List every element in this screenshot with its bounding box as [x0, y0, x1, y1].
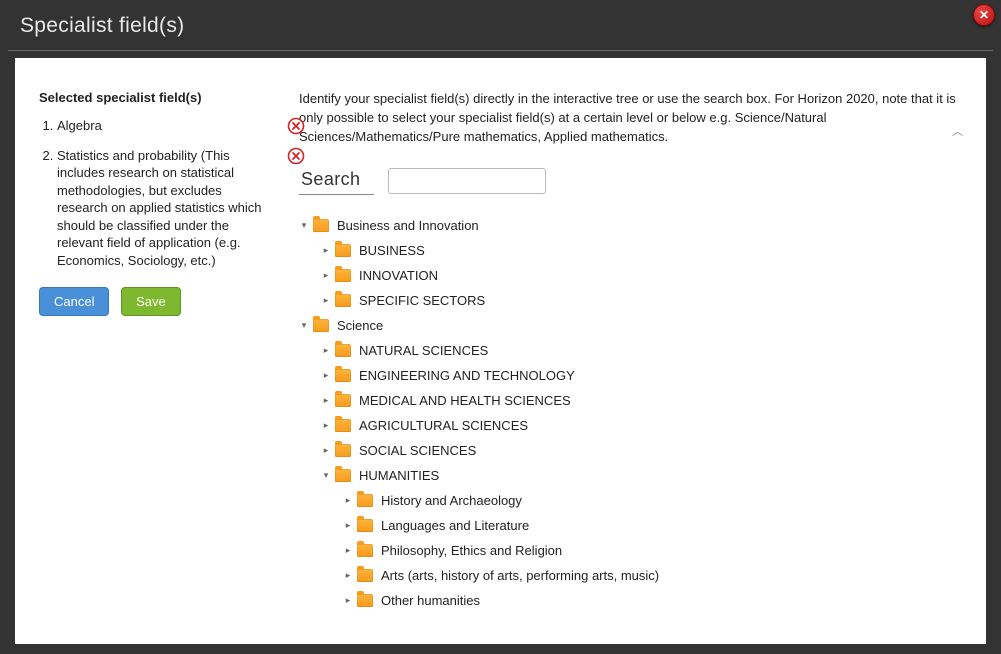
selected-item: Algebra	[57, 117, 299, 135]
expand-icon[interactable]: ▸	[321, 395, 331, 406]
tree-node-label[interactable]: INNOVATION	[359, 268, 438, 283]
expand-icon[interactable]: ▸	[321, 245, 331, 256]
tree-row: ▸ Arts (arts, history of arts, performing…	[299, 563, 962, 588]
remove-icon[interactable]	[287, 147, 305, 165]
expand-icon[interactable]: ▸	[321, 345, 331, 356]
tree-node-label[interactable]: SOCIAL SCIENCES	[359, 443, 476, 458]
folder-icon	[313, 219, 329, 232]
tree-row: ▸ History and Archaeology	[299, 488, 962, 513]
folder-icon	[357, 494, 373, 507]
tree-row: ▸ Languages and Literature	[299, 513, 962, 538]
collapse-icon[interactable]: ▾	[299, 220, 309, 231]
search-input[interactable]	[388, 168, 546, 194]
tree-node-label[interactable]: AGRICULTURAL SCIENCES	[359, 418, 528, 433]
folder-icon	[335, 344, 351, 357]
folder-icon	[357, 569, 373, 582]
expand-icon[interactable]: ▸	[343, 545, 353, 556]
content-pane: ︿ Selected specialist field(s) Algebra S…	[15, 58, 986, 644]
tree-node-label[interactable]: ENGINEERING AND TECHNOLOGY	[359, 368, 575, 383]
tree-node-label[interactable]: MEDICAL AND HEALTH SCIENCES	[359, 393, 571, 408]
expand-icon[interactable]: ▸	[321, 270, 331, 281]
tree-row: ▸ INNOVATION	[299, 263, 962, 288]
tree-row: ▸ MEDICAL AND HEALTH SCIENCES	[299, 388, 962, 413]
tree-row: ▸ BUSINESS	[299, 238, 962, 263]
expand-icon[interactable]: ▸	[343, 595, 353, 606]
tree-node-label[interactable]: HUMANITIES	[359, 468, 439, 483]
button-row: Cancel Save	[39, 287, 299, 316]
folder-icon	[335, 294, 351, 307]
folder-icon	[335, 369, 351, 382]
close-button[interactable]: ✕	[973, 4, 995, 26]
expand-icon[interactable]: ▸	[321, 445, 331, 456]
save-button[interactable]: Save	[121, 287, 181, 316]
tree-row: ▸ SOCIAL SCIENCES	[299, 438, 962, 463]
folder-icon	[335, 244, 351, 257]
scroll-indicator-icon[interactable]: ︿	[952, 123, 968, 135]
divider	[8, 50, 993, 51]
cancel-button[interactable]: Cancel	[39, 287, 109, 316]
tree-node-label[interactable]: Business and Innovation	[337, 218, 479, 233]
instructions-text: Identify your specialist field(s) direct…	[299, 90, 962, 147]
tree-node-label[interactable]: Arts (arts, history of arts, performing …	[381, 568, 659, 583]
expand-icon[interactable]: ▸	[321, 295, 331, 306]
expand-icon[interactable]: ▸	[321, 420, 331, 431]
selected-fields-panel: Selected specialist field(s) Algebra Sta…	[39, 90, 299, 613]
expand-icon[interactable]: ▸	[343, 570, 353, 581]
tree-node-label[interactable]: Other humanities	[381, 593, 480, 608]
tree-node-label[interactable]: Philosophy, Ethics and Religion	[381, 543, 562, 558]
selected-list: Algebra Statistics and probability (This…	[57, 117, 299, 269]
tree-node-label[interactable]: Science	[337, 318, 383, 333]
tree-row: ▸ AGRICULTURAL SCIENCES	[299, 413, 962, 438]
folder-icon	[335, 469, 351, 482]
collapse-icon[interactable]: ▾	[299, 320, 309, 331]
selected-item-label: Algebra	[57, 118, 102, 133]
folder-icon	[335, 269, 351, 282]
search-label: Search	[299, 167, 374, 195]
modal-frame: ✕ Specialist field(s) ︿ Selected special…	[0, 0, 1001, 654]
expand-icon[interactable]: ▸	[343, 495, 353, 506]
tree-row: ▸ ENGINEERING AND TECHNOLOGY	[299, 363, 962, 388]
selected-item-label: Statistics and probability (This include…	[57, 148, 262, 268]
tree-node-label[interactable]: Languages and Literature	[381, 518, 529, 533]
tree-node-label[interactable]: BUSINESS	[359, 243, 425, 258]
selected-heading: Selected specialist field(s)	[39, 90, 299, 105]
tree-row: ▾ Business and Innovation	[299, 213, 962, 238]
selected-item: Statistics and probability (This include…	[57, 147, 299, 270]
tree-node-label[interactable]: History and Archaeology	[381, 493, 522, 508]
tree-row: ▾ HUMANITIES	[299, 463, 962, 488]
search-row: Search	[299, 167, 962, 195]
expand-icon[interactable]: ▸	[343, 520, 353, 531]
tree-panel: Identify your specialist field(s) direct…	[299, 90, 962, 613]
tree-row: ▾ Science	[299, 313, 962, 338]
expand-icon[interactable]: ▸	[321, 370, 331, 381]
folder-icon	[357, 594, 373, 607]
folder-icon	[357, 544, 373, 557]
folder-icon	[313, 319, 329, 332]
collapse-icon[interactable]: ▾	[321, 470, 331, 481]
modal-title: Specialist field(s)	[0, 0, 1001, 50]
tree-row: ▸ Other humanities	[299, 588, 962, 613]
category-tree: ▾ Business and Innovation ▸ BUSINESS ▸ INNOVA…	[299, 213, 962, 613]
tree-node-label[interactable]: SPECIFIC SECTORS	[359, 293, 485, 308]
folder-icon	[335, 444, 351, 457]
tree-row: ▸ Philosophy, Ethics and Religion	[299, 538, 962, 563]
tree-row: ▸ NATURAL SCIENCES	[299, 338, 962, 363]
folder-icon	[357, 519, 373, 532]
folder-icon	[335, 394, 351, 407]
folder-icon	[335, 419, 351, 432]
tree-row: ▸ SPECIFIC SECTORS	[299, 288, 962, 313]
remove-icon[interactable]	[287, 117, 305, 135]
tree-node-label[interactable]: NATURAL SCIENCES	[359, 343, 488, 358]
